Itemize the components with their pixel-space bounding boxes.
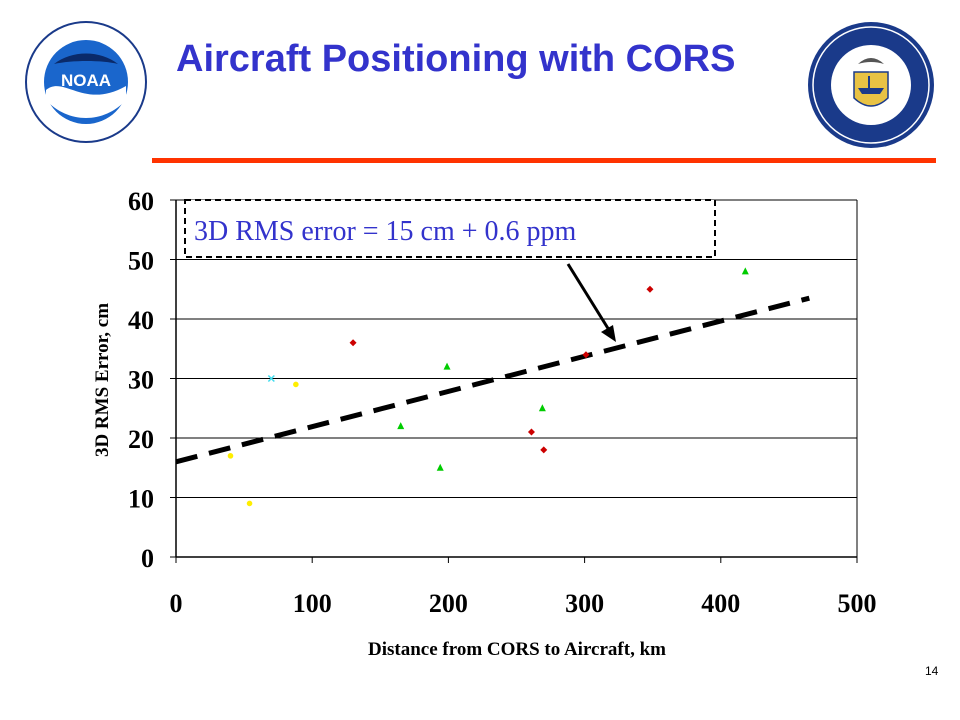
- x-tick-labels: 0 100 200 300 400 500: [170, 589, 877, 618]
- y-tick-label: 10: [128, 485, 154, 514]
- slide-title: Aircraft Positioning with CORS: [176, 38, 736, 80]
- annotation-arrowhead: [601, 325, 616, 342]
- axes: [170, 199, 858, 563]
- page-number: 14: [925, 664, 939, 678]
- data-point-diamond: [540, 446, 548, 454]
- x-tick-label: 300: [565, 589, 604, 618]
- x-tick-label: 200: [429, 589, 468, 618]
- data-point-triangle: [436, 463, 444, 471]
- y-tick-label: 20: [128, 425, 154, 454]
- x-tick-label: 400: [701, 589, 740, 618]
- noaa-logo-text: NOAA: [61, 71, 111, 90]
- data-point-triangle: [443, 362, 451, 370]
- annotation-text: 3D RMS error = 15 cm + 0.6 ppm: [194, 216, 577, 247]
- y-tick-label: 30: [128, 366, 154, 395]
- data-point-circle: [227, 453, 234, 459]
- data-point-circle: [293, 381, 299, 388]
- data-points: [227, 267, 749, 507]
- trend-line: [175, 295, 810, 465]
- y-tick-label: 50: [128, 247, 154, 276]
- y-tick-label: 0: [141, 544, 154, 573]
- trend-line-group: [175, 295, 810, 465]
- annotation-box: [184, 199, 716, 258]
- annotation-arrow: [566, 263, 611, 331]
- data-point-diamond: [582, 351, 590, 359]
- annotation-group: 3D RMS error = 15 cm + 0.6 ppm: [184, 199, 716, 342]
- y-tick-labels: 0 10 20 30 40 50 60: [128, 187, 154, 573]
- department-of-commerce-seal: [808, 22, 934, 148]
- x-tick-label: 100: [293, 589, 332, 618]
- data-point-diamond: [527, 428, 535, 436]
- data-point-diamond: [349, 339, 357, 347]
- noaa-logo: NOAA: [25, 21, 147, 143]
- y-tick-label: 40: [128, 306, 154, 335]
- data-point-diamond: [646, 285, 654, 293]
- x-tick-label: 500: [838, 589, 877, 618]
- y-axis-label: 3D RMS Error, cm: [92, 303, 113, 457]
- y-tick-label: 60: [128, 187, 154, 216]
- x-axis-label: Distance from CORS to Aircraft, km: [368, 639, 666, 660]
- data-point-triangle: [397, 422, 405, 430]
- data-point-x: [267, 374, 275, 383]
- data-point-triangle: [538, 404, 546, 412]
- data-point-circle: [246, 500, 253, 507]
- title-divider: [152, 158, 936, 163]
- data-point-triangle: [741, 267, 749, 275]
- x-tick-label: 0: [170, 589, 183, 618]
